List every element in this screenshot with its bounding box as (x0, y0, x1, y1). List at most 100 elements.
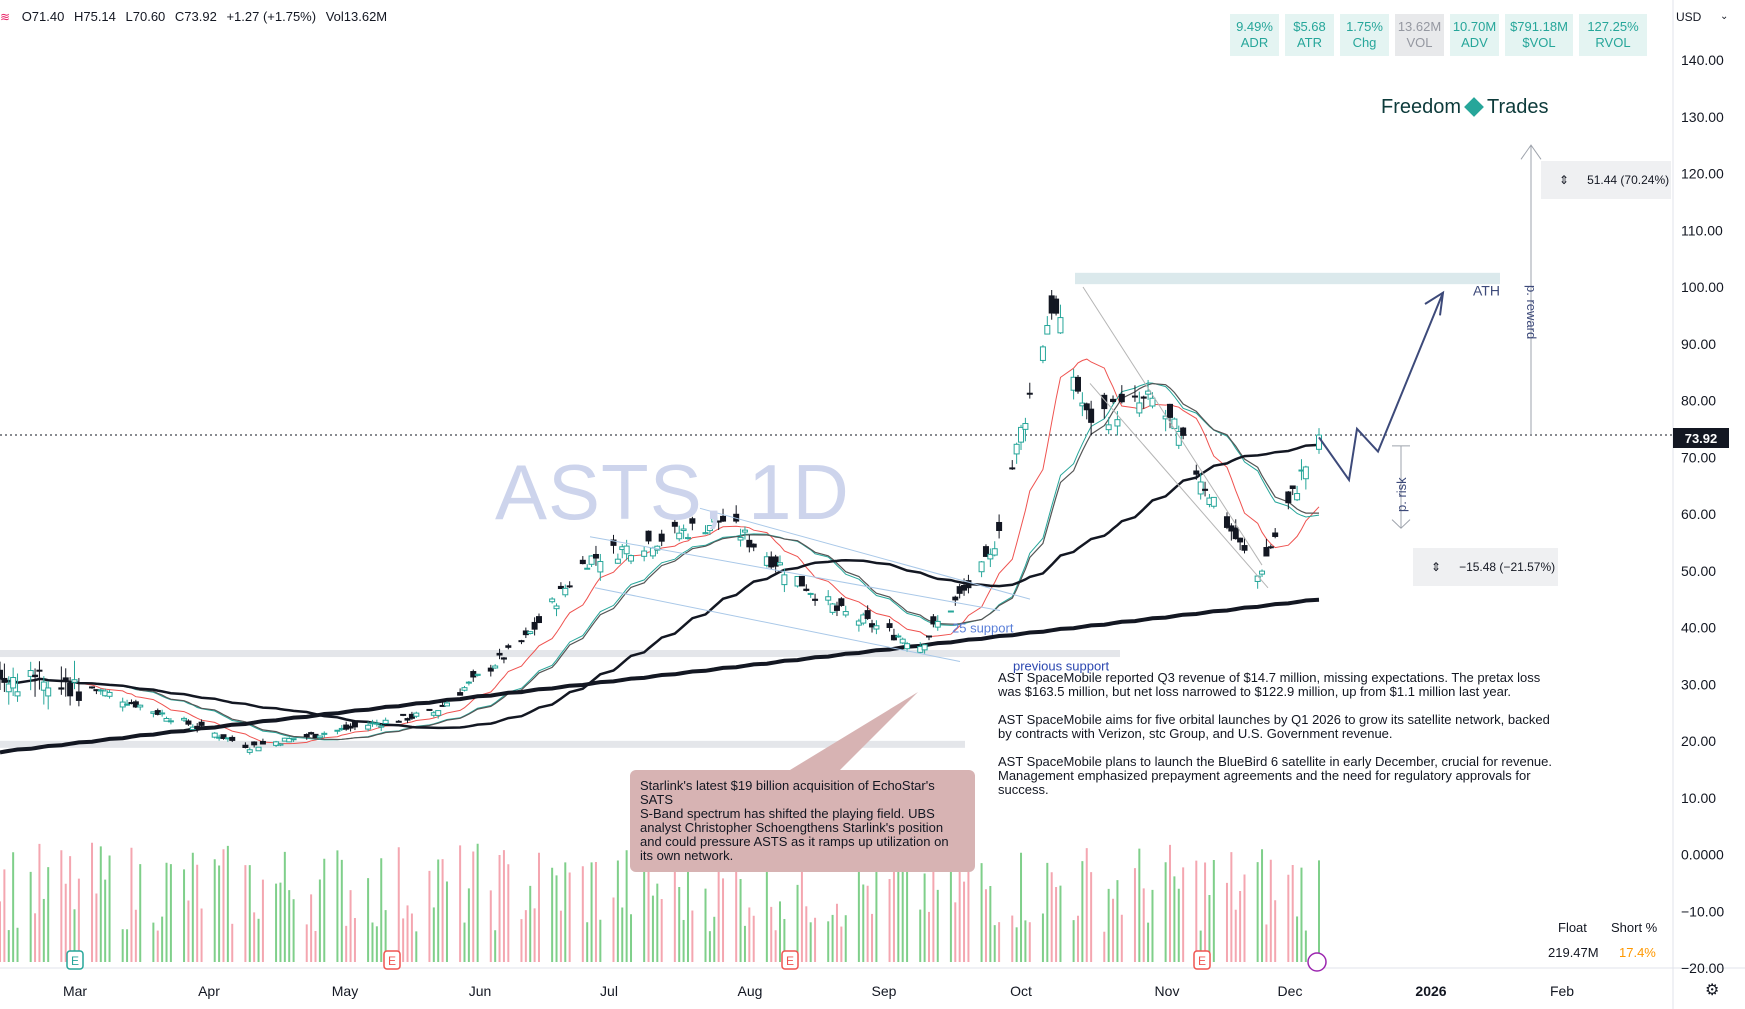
candle-body (676, 532, 683, 540)
candle-body (277, 743, 284, 746)
candle-body (1053, 298, 1060, 314)
candle-body (246, 749, 253, 753)
candle-body (746, 539, 753, 548)
projection-arrow (1318, 292, 1444, 483)
candle-body (864, 610, 871, 619)
candle-body (1197, 481, 1204, 495)
candle-body (290, 738, 297, 741)
y-tick-label: 140.00 (1681, 52, 1724, 68)
stat-rvol: 127.25% RVOL (1579, 14, 1647, 56)
y-tick-label: 70.00 (1681, 449, 1716, 465)
candle-body (772, 556, 779, 567)
candle-body (1101, 394, 1108, 410)
candle-body (373, 722, 380, 725)
chevron-down-icon[interactable]: ⌄ (1720, 11, 1729, 22)
candle-body (435, 710, 442, 716)
candle-body (895, 635, 902, 638)
candle-body (553, 605, 560, 610)
candle-body (334, 729, 341, 732)
candle-body (531, 621, 538, 630)
candle-body (1180, 427, 1187, 436)
stat-chg: 1.75% Chg (1340, 14, 1389, 56)
brand-logo: Freedom Trades (1381, 96, 1549, 118)
candle-body (930, 616, 937, 625)
candle-body (982, 546, 989, 557)
candle-body (996, 521, 1003, 531)
candle-body (838, 598, 845, 606)
callout-text: Starlink's latest $19 billion acquisitio… (640, 778, 949, 863)
candle-body (1088, 408, 1095, 423)
marker-e-icon: E (388, 954, 396, 968)
candle-body (71, 679, 78, 683)
candle-body (658, 533, 665, 542)
candle-body (89, 686, 96, 689)
candle-body (1018, 426, 1025, 443)
candle-body (978, 561, 985, 573)
callout-note[interactable]: Starlink's latest $19 billion acquisitio… (630, 770, 975, 872)
candle-body (1202, 488, 1209, 491)
earnings-marker: E (383, 950, 401, 970)
candle-body (904, 643, 911, 650)
marker-e-icon: E (1198, 954, 1206, 968)
y-tick-label: 50.00 (1681, 563, 1716, 579)
y-tick-label: −20.00 (1681, 960, 1724, 976)
candle-body (720, 515, 727, 522)
candle-body (947, 610, 954, 613)
x-tick-label: Nov (1155, 983, 1180, 999)
menu-icon[interactable]: ≋ (0, 10, 11, 24)
candle-body (382, 719, 389, 724)
candle-body (610, 539, 617, 546)
candle-body (465, 681, 472, 684)
candle-body (62, 677, 69, 681)
candle-body (211, 732, 218, 738)
candle-body (159, 712, 166, 715)
x-tick-label: Feb (1550, 983, 1574, 999)
y-tick-label: 100.00 (1681, 279, 1724, 295)
y-tick-label: 80.00 (1681, 393, 1716, 409)
currency-selector[interactable]: USD (1676, 10, 1702, 24)
candle-body (167, 720, 174, 723)
candle-body (706, 525, 713, 532)
candle-body (566, 585, 573, 588)
channel-line (589, 536, 1001, 611)
candle-body (899, 638, 906, 644)
candle-body (702, 532, 709, 535)
ohlc-close: C73.92 (174, 9, 217, 24)
ohlc-change: +1.27 (+1.75%) (226, 9, 317, 24)
candle-body (163, 717, 170, 722)
candle-body (1, 677, 8, 683)
stat-atr: $5.68 ATR (1285, 14, 1334, 56)
p-reward-label: p. reward (1524, 285, 1539, 339)
measure-risk-label: ⇕ −15.48 (−21.57%) (1413, 548, 1558, 586)
candle-body (842, 611, 849, 616)
stats-panel: 9.49% ADR $5.68 ATR 1.75% Chg 13.62M VOL 10.… (1230, 14, 1647, 56)
stat-vol: 13.62M VOL (1395, 14, 1444, 56)
candle-body (527, 631, 534, 635)
candle-body (404, 718, 411, 721)
candle-body (781, 574, 788, 586)
candle-body (991, 548, 998, 556)
candle-body (518, 640, 525, 643)
candle-body (242, 744, 249, 748)
candle-body (641, 550, 648, 557)
candle-body (645, 530, 652, 542)
x-tick-label: Jul (600, 983, 618, 999)
candle-body (1263, 547, 1270, 557)
candle-body (1193, 470, 1200, 475)
candle-body (689, 518, 696, 524)
candle-body (1167, 403, 1174, 418)
candle-body (1267, 546, 1274, 549)
candle-body (75, 691, 82, 701)
candle-body (1057, 317, 1064, 334)
short-value: 17.4% (1619, 945, 1656, 960)
candle-body (58, 687, 65, 690)
candle-body (1294, 493, 1301, 501)
candle-body (1044, 325, 1051, 335)
x-tick-label: Mar (63, 983, 87, 999)
candle-body (426, 708, 433, 711)
channel-line (699, 507, 1031, 600)
up-arrow-icon (1520, 144, 1542, 160)
channel-line (1082, 286, 1263, 566)
x-tick-label: Aug (738, 983, 763, 999)
